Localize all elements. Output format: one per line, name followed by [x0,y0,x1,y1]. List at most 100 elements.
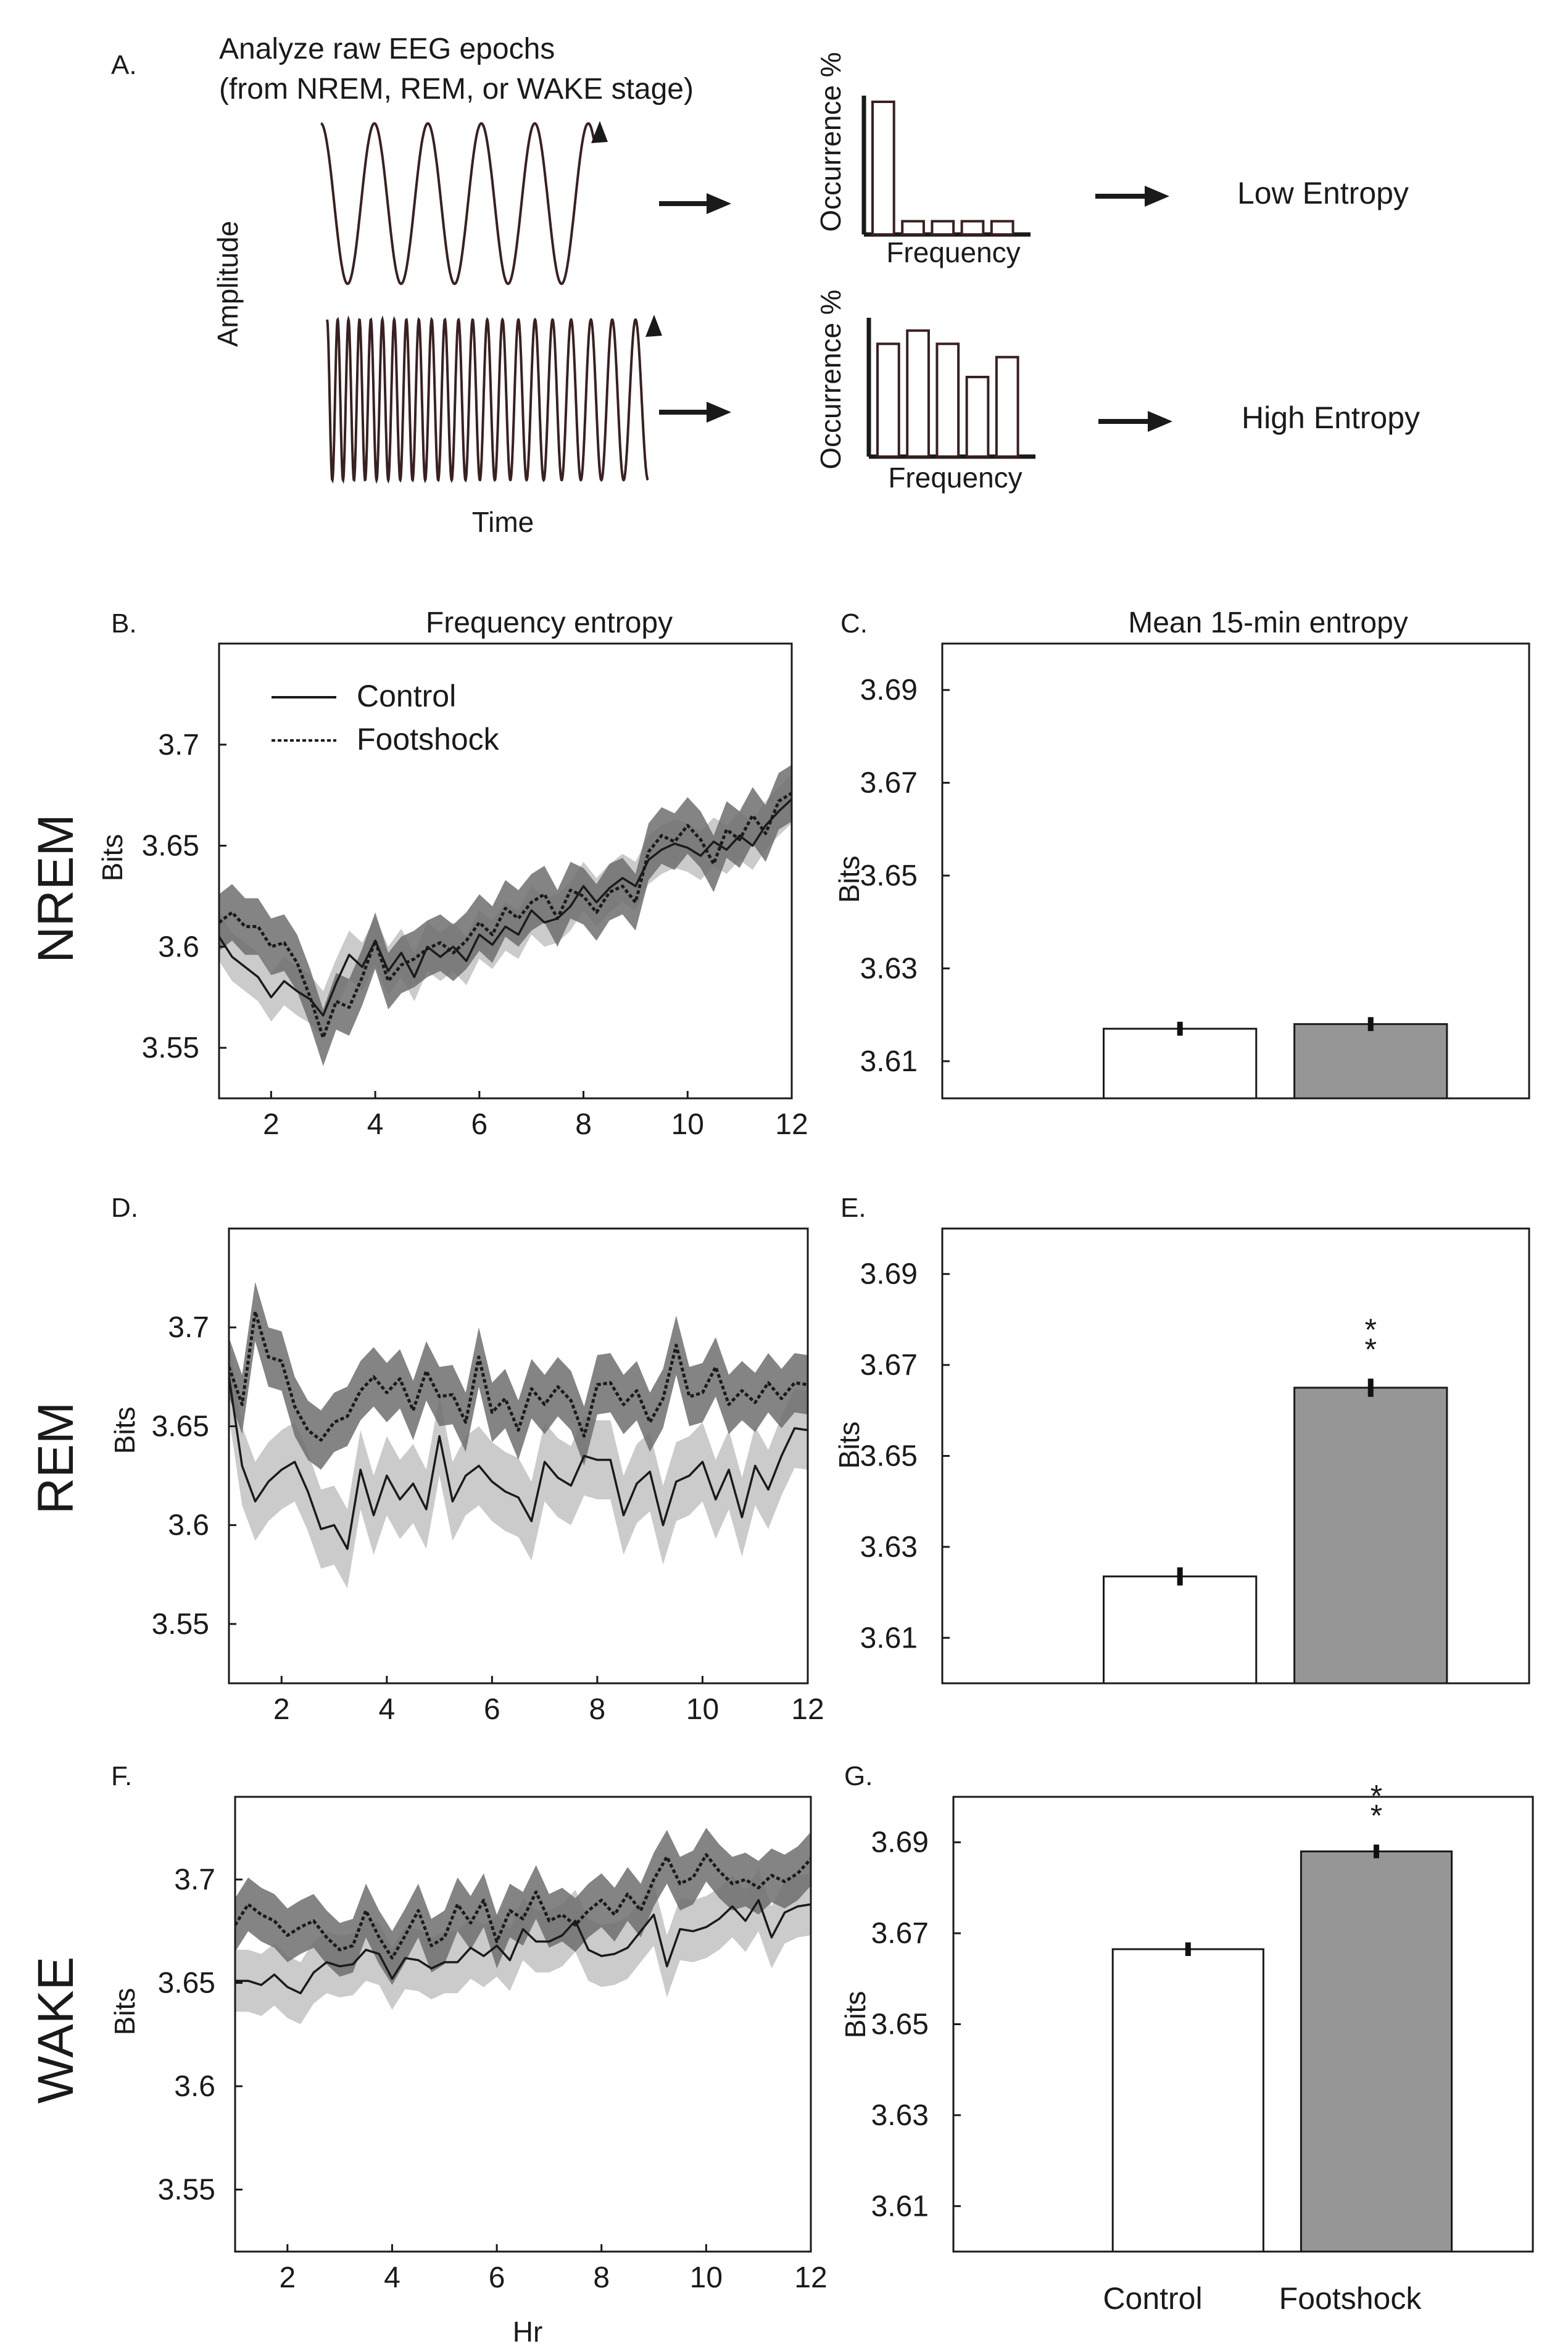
plot-frame [218,642,793,1100]
hist-bar [965,376,990,458]
low-entropy-label: Low Entropy [1237,176,1409,210]
y-tick-label: 3.55 [142,1032,199,1064]
plot-area-b: 2 4 6 8 10 12 3.55 3.6 3.65 3.7 [142,642,808,1141]
plot-frame [234,1796,812,2253]
y-tick-label: 3.67 [860,1349,918,1382]
series-line-footshock [235,1853,811,1960]
bar-footshock [1293,1386,1448,1685]
frequency-label-high: Frequency [888,462,1022,494]
y-tick-label: 3.65 [871,2008,929,2041]
y-tick-label: 3.63 [860,1531,918,1564]
y-tick-label: 3.61 [871,2190,929,2223]
x-tick-label: 8 [589,1693,606,1726]
plot-area-f: 2 4 6 8 10 12 3.55 3.6 3.65 3.7 [158,1796,828,2294]
y-tick-label: 3.61 [860,1045,918,1078]
y-tick-label: 3.69 [871,1826,929,1859]
y-axis-label-d: Bits [109,1407,141,1454]
hist-bar [871,101,895,236]
x-category-footshock: Footshock [1279,2281,1422,2316]
legend: Control Footshock [272,679,500,756]
y-tick-label: 3.7 [174,1863,215,1896]
panel-f-wake-line-chart: F. 2 4 6 8 10 12 3.55 3.6 3.65 3.7 Bits Hr [109,1761,828,2346]
y-tick-label: 3.6 [174,2070,215,2103]
significance-marker: * [1364,1332,1376,1367]
plot-area-e: ** 3.61 3.63 3.65 3.67 3.69 [860,1227,1530,1685]
x-tick-label: 10 [686,1693,719,1726]
hist-bar [960,220,985,236]
amplitude-label: Amplitude [212,221,244,347]
arrow-to-high-histogram [659,402,731,423]
x-tick-label: 2 [279,2261,296,2294]
series-layer [229,1282,808,1589]
plot-frame [228,1227,809,1685]
legend-footshock-label: Footshock [357,722,500,756]
y-tick-label: 3.65 [142,830,199,863]
panel-label-g: G. [844,1761,873,1791]
y-tick-label: 3.7 [168,1311,209,1344]
plot-frame [941,642,1530,1100]
arrow-to-low-entropy [1095,186,1169,207]
panel-g-wake-bar-chart: G. ** 3.61 3.63 3.65 3.67 3.69 Bits Control F… [839,1761,1534,2316]
y-tick-label: 3.55 [158,2174,215,2207]
y-tick-label: 3.69 [860,1258,918,1291]
x-tick-label: 4 [367,1108,384,1141]
panel-label-d: D. [111,1193,138,1223]
stage-label-nrem: NREM [28,814,84,963]
stage-label-rem: REM [28,1402,84,1514]
occurrence-label-high: Occurrence % [815,289,847,469]
hist-bar [931,220,955,236]
plot-area-g: ** 3.61 3.63 3.65 3.67 3.69 [871,1778,1534,2253]
hist-bar [876,342,900,458]
hist-bar [901,220,925,236]
y-tick-label: 3.61 [860,1622,918,1654]
y-axis-label-e: Bits [833,1422,865,1469]
bar-footshock [1293,1023,1448,1100]
chart-title-c: Mean 15-min entropy [1128,607,1408,639]
x-tick-label: 4 [384,2261,400,2294]
y-tick-label: 3.67 [871,1917,929,1950]
series-line-control [229,1377,808,1550]
series-line-control [235,1899,811,1995]
error-band-control [235,1869,811,2025]
wave-arrowhead-top [591,121,608,143]
series-line-footshock [219,792,792,1040]
error-band-footshock [219,765,792,1066]
panel-label-a: A. [111,50,137,80]
high-entropy-label: High Entropy [1242,400,1420,435]
panel-e-rem-bar-chart: E. ** 3.61 3.63 3.65 3.67 3.69 Bits [833,1193,1530,1685]
x-tick-label: 6 [489,2261,505,2294]
x-tick-label: 6 [471,1108,487,1141]
bar-control [1111,1948,1264,2253]
y-axis-label-b: Bits [96,834,128,882]
error-band-footshock [235,1828,811,1985]
significance-marker: * [1364,1312,1376,1347]
x-tick-label: 8 [575,1108,592,1141]
hist-bar [935,342,960,458]
y-tick-label: 3.67 [860,767,918,800]
y-axis-label-c: Bits [833,856,865,903]
y-tick-label: 3.63 [860,952,918,985]
x-tick-label: 2 [273,1693,290,1726]
time-label: Time [472,506,534,538]
chart-title-b: Frequency entropy [426,607,673,639]
x-tick-label: 8 [593,2261,610,2294]
x-axis-label-f: Hr [513,2316,543,2346]
hist-bar [990,220,1014,236]
frequency-label-low: Frequency [886,236,1020,268]
bar-control [1103,1027,1258,1100]
bar-control [1103,1575,1258,1685]
x-tick-label: 2 [263,1108,280,1141]
high-entropy-histogram [866,318,1035,459]
high-frequency-wave [326,315,649,484]
y-axis-label-f: Bits [109,1988,141,2036]
panel-label-b: B. [111,608,137,639]
significance-marker: * [1371,1798,1382,1833]
x-tick-label: 10 [671,1108,704,1141]
legend-control-label: Control [357,679,456,713]
plot-area-d: 2 4 6 8 10 12 3.55 3.6 3.65 3.7 [152,1227,824,1726]
arrow-to-low-histogram [659,193,731,214]
x-tick-label: 6 [484,1693,500,1726]
x-tick-label: 10 [690,2261,723,2294]
hist-bar [995,355,1019,458]
y-tick-label: 3.65 [158,1967,215,2000]
